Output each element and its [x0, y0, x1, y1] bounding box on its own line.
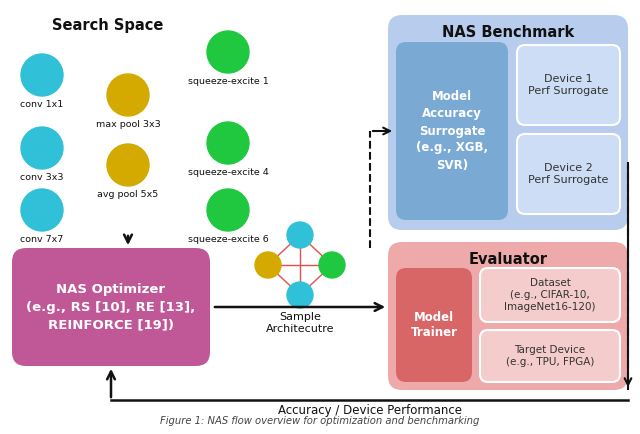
Circle shape — [207, 122, 249, 164]
Circle shape — [21, 127, 63, 169]
Circle shape — [319, 252, 345, 278]
FancyBboxPatch shape — [12, 248, 210, 366]
Text: Dataset
(e.g., CIFAR-10,
ImageNet16-120): Dataset (e.g., CIFAR-10, ImageNet16-120) — [504, 278, 596, 312]
FancyBboxPatch shape — [480, 268, 620, 322]
Text: NAS Benchmark: NAS Benchmark — [442, 25, 574, 40]
FancyBboxPatch shape — [396, 42, 508, 220]
Text: Sample
Architecutre: Sample Architecutre — [266, 312, 334, 334]
Circle shape — [21, 54, 63, 96]
Text: squeeze-excite 4: squeeze-excite 4 — [188, 168, 268, 177]
Text: Model
Trainer: Model Trainer — [410, 311, 458, 339]
Text: Target Device
(e.g., TPU, FPGA): Target Device (e.g., TPU, FPGA) — [506, 345, 594, 367]
Circle shape — [21, 189, 63, 231]
FancyBboxPatch shape — [396, 268, 472, 382]
Text: Device 2
Perf Surrogate: Device 2 Perf Surrogate — [528, 163, 608, 185]
Text: Accuracy / Device Performance: Accuracy / Device Performance — [278, 404, 462, 417]
Text: Evaluator: Evaluator — [468, 252, 547, 267]
Text: Figure 1: NAS flow overview for optimization and benchmarking: Figure 1: NAS flow overview for optimiza… — [160, 416, 480, 426]
Text: conv 7x7: conv 7x7 — [20, 235, 63, 244]
Circle shape — [207, 189, 249, 231]
Text: Device 1
Perf Surrogate: Device 1 Perf Surrogate — [528, 74, 608, 96]
Text: squeeze-excite 1: squeeze-excite 1 — [188, 77, 268, 86]
Text: avg pool 5x5: avg pool 5x5 — [97, 190, 159, 199]
Circle shape — [287, 222, 313, 248]
Text: conv 3x3: conv 3x3 — [20, 173, 64, 182]
Circle shape — [255, 252, 281, 278]
Text: squeeze-excite 6: squeeze-excite 6 — [188, 235, 268, 244]
Circle shape — [207, 31, 249, 73]
Text: NAS Optimizer
(e.g., RS [10], RE [13],
REINFORCE [19]): NAS Optimizer (e.g., RS [10], RE [13], R… — [26, 283, 196, 332]
FancyBboxPatch shape — [517, 134, 620, 214]
FancyBboxPatch shape — [388, 15, 628, 230]
FancyBboxPatch shape — [517, 45, 620, 125]
Text: max pool 3x3: max pool 3x3 — [95, 120, 161, 129]
FancyBboxPatch shape — [480, 330, 620, 382]
Circle shape — [107, 74, 149, 116]
Text: Search Space: Search Space — [52, 18, 164, 33]
Text: Model
Accuracy
Surrogate
(e.g., XGB,
SVR): Model Accuracy Surrogate (e.g., XGB, SVR… — [416, 91, 488, 171]
Circle shape — [107, 144, 149, 186]
Circle shape — [287, 282, 313, 308]
FancyBboxPatch shape — [388, 242, 628, 390]
Text: conv 1x1: conv 1x1 — [20, 100, 63, 109]
